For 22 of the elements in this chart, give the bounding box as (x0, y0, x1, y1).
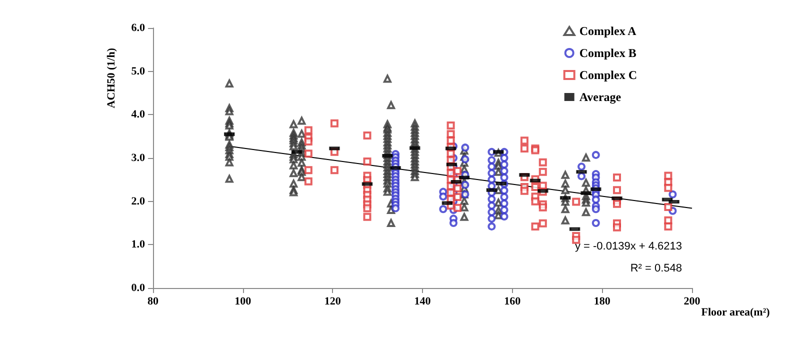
x-tick-label: 120 (324, 296, 342, 308)
x-tick-label: 80 (148, 296, 159, 308)
legend-label: Complex C (579, 68, 638, 82)
x-tick-label: 100 (234, 296, 252, 308)
y-tick-label: 2.0 (131, 195, 146, 208)
y-tick-label: 4.0 (131, 108, 146, 121)
annotation: y = -0.0139x + 4.6213 (574, 240, 682, 252)
y-tick-label: 3.0 (131, 152, 146, 164)
y-axis-title: ACH50 (1/h) (106, 48, 118, 108)
y-tick-label: 1.0 (131, 238, 146, 251)
x-axis-title: Floor area(m²) (701, 306, 770, 318)
x-tick-label: 180 (594, 296, 611, 308)
annotation: R² = 0.548 (630, 262, 682, 274)
y-tick-label: 5.0 (131, 65, 146, 78)
x-tick-label: 140 (414, 296, 432, 308)
x-tick-label: 160 (504, 296, 522, 308)
x-tick-label: 200 (684, 296, 701, 308)
y-tick-label: 0.0 (131, 282, 146, 294)
y-tick-label: 6.0 (131, 22, 146, 34)
legend-label: Complex B (579, 46, 636, 60)
legend-label: Complex A (579, 24, 637, 38)
legend-label: Average (579, 90, 622, 104)
